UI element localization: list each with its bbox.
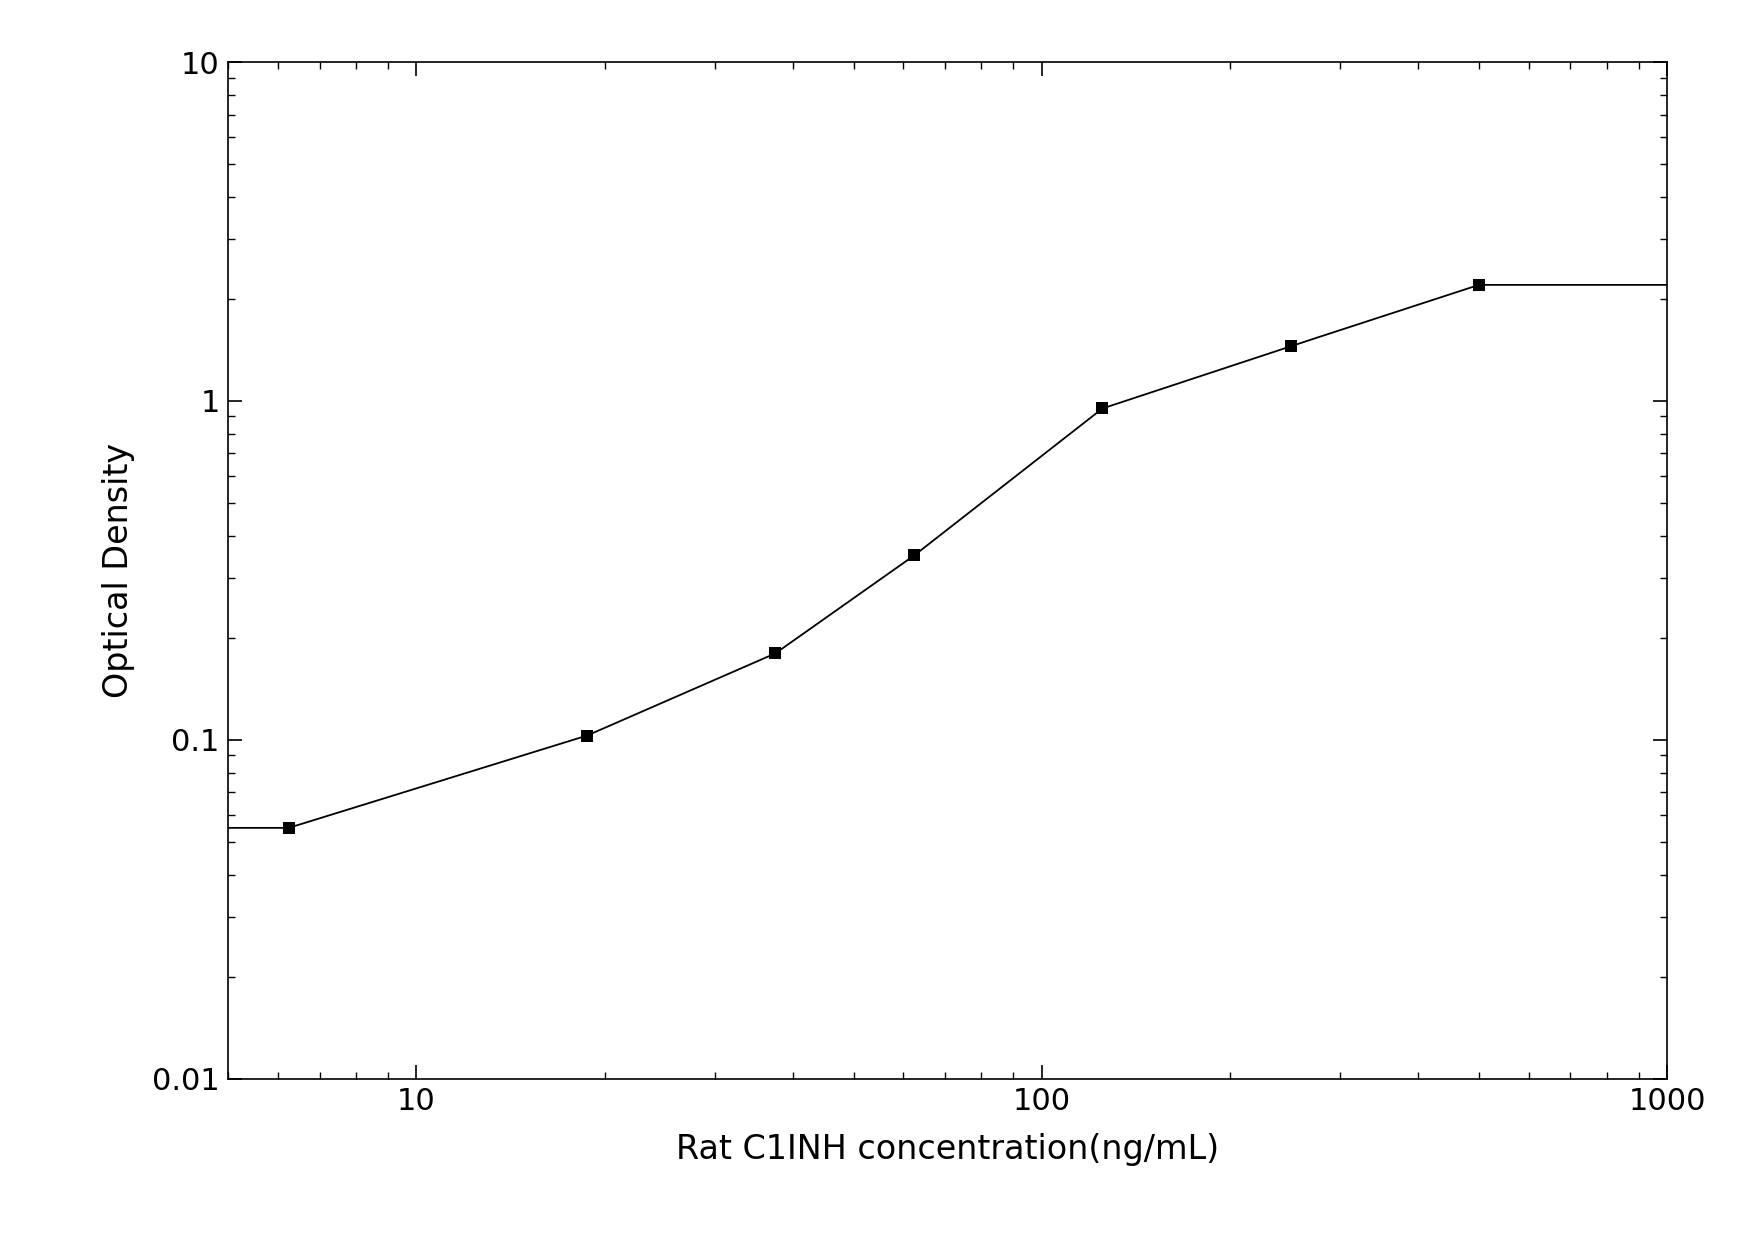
Y-axis label: Optical Density: Optical Density	[102, 443, 135, 698]
Point	[1276, 336, 1304, 356]
Point	[762, 644, 790, 663]
X-axis label: Rat C1INH concentration(ng/mL): Rat C1INH concentration(ng/mL)	[676, 1133, 1220, 1166]
Point	[900, 546, 928, 565]
Point	[574, 725, 602, 745]
Point	[1465, 275, 1494, 295]
Point	[276, 818, 304, 838]
Point	[1088, 398, 1116, 418]
